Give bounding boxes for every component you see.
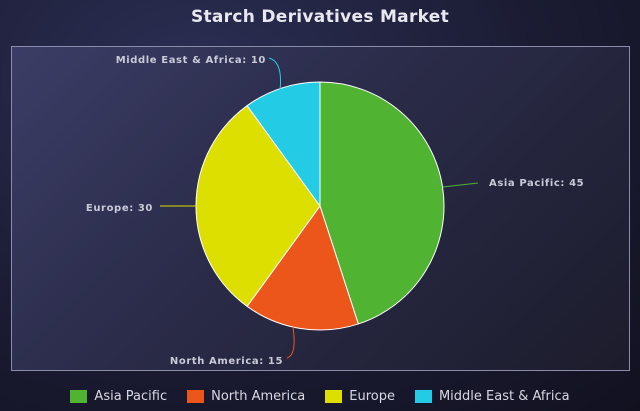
data-label-europe: Europe: 30 (86, 203, 153, 214)
legend-item-asia-pacific[interactable]: Asia Pacific (70, 389, 167, 404)
legend: Asia Pacific North America Europe Middle… (0, 389, 640, 404)
connector-asia-pacific (442, 182, 479, 188)
pie-slice-middle-east-africa[interactable] (246, 81, 321, 208)
chart-title: Starch Derivatives Market (190, 7, 450, 27)
legend-item-middle-east-africa[interactable]: Middle East & Africa (414, 389, 570, 404)
data-label-middle-east-africa: Middle East & Africa: 10 (116, 55, 266, 66)
legend-label-middle-east-africa: Middle East & Africa (438, 389, 570, 404)
pie-slice-north-america[interactable] (246, 204, 359, 331)
legend-item-europe[interactable]: Europe (325, 389, 395, 404)
data-label-north-america: North America: 15 (170, 356, 283, 367)
legend-label-asia-pacific: Asia Pacific (94, 389, 168, 404)
connector-north-america (286, 326, 295, 359)
data-label-asia-pacific: Asia Pacific: 45 (489, 178, 584, 189)
legend-label-north-america: North America (211, 389, 306, 404)
legend-label-europe: Europe (349, 389, 395, 404)
legend-swatch-north-america (187, 390, 205, 403)
legend-swatch-europe (325, 390, 343, 403)
legend-swatch-middle-east-africa (414, 390, 432, 403)
pie-slice-asia-pacific[interactable] (319, 81, 445, 325)
legend-swatch-asia-pacific (70, 390, 88, 403)
legend-item-north-america[interactable]: North America (187, 389, 305, 404)
connector-middle-east-africa (268, 57, 281, 91)
